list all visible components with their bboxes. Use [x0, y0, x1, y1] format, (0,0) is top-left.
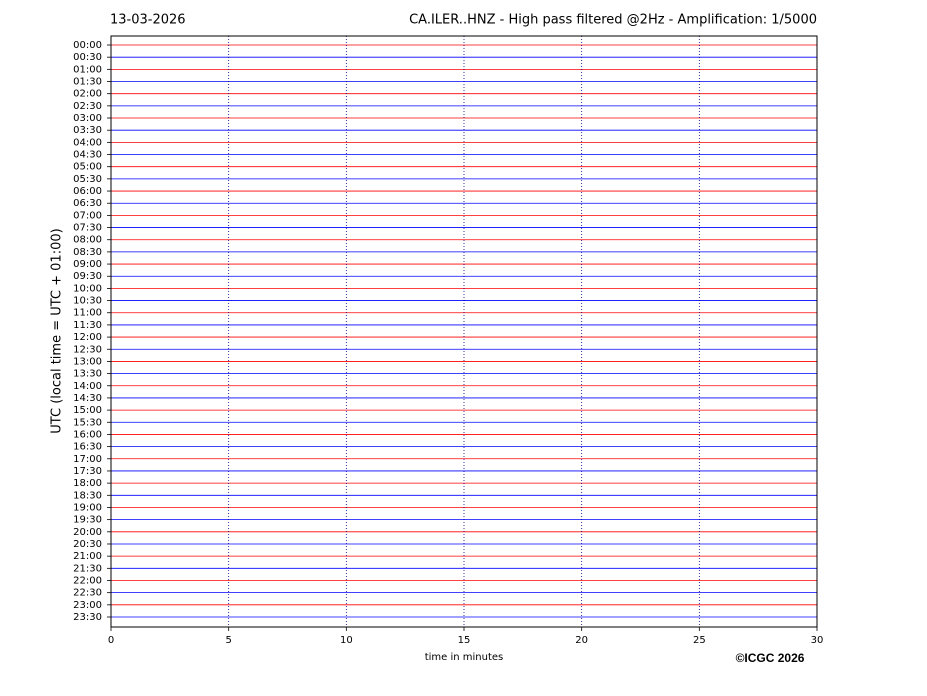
y-tick-label: 01:30: [73, 77, 102, 88]
y-tick-label: 08:30: [73, 247, 102, 258]
y-tick-label: 00:00: [73, 40, 102, 51]
y-tick-label: 22:30: [73, 588, 102, 599]
y-tick-label: 01:00: [73, 64, 102, 75]
y-tick-label: 14:30: [73, 393, 102, 404]
x-tick-label: 10: [340, 635, 353, 646]
y-tick-label: 23:30: [73, 612, 102, 623]
y-tick-label: 11:30: [73, 320, 102, 331]
credit: ©ICGC 2026: [736, 651, 805, 665]
y-tick-label: 12:30: [73, 344, 102, 355]
y-tick-label: 02:00: [73, 89, 102, 100]
y-tick-label: 06:00: [73, 186, 102, 197]
y-tick-label: 11:00: [73, 308, 102, 319]
y-tick-label: 03:00: [73, 113, 102, 124]
chart-title: CA.ILER..HNZ - High pass filtered @2Hz -…: [409, 13, 817, 28]
y-tick-label: 14:00: [73, 381, 102, 392]
y-tick-label: 23:00: [73, 600, 102, 611]
x-tick-label: 30: [811, 635, 824, 646]
y-tick-label: 19:00: [73, 502, 102, 513]
y-tick-label: 08:00: [73, 235, 102, 246]
y-tick-label: 09:00: [73, 259, 102, 270]
x-tick-label: 0: [108, 635, 114, 646]
x-axis-label: time in minutes: [425, 652, 504, 663]
date: 13-03-2026: [110, 13, 186, 28]
y-tick-label: 15:00: [73, 405, 102, 416]
y-tick-label: 09:30: [73, 271, 102, 282]
y-tick-label: 10:00: [73, 283, 102, 294]
plot-frame: [110, 35, 818, 628]
y-tick-label: 10:30: [73, 296, 102, 307]
y-tick-label: 02:30: [73, 101, 102, 112]
y-tick-label: 13:30: [73, 369, 102, 380]
y-tick-label: 17:00: [73, 454, 102, 465]
y-axis-label: UTC (local time = UTC + 01:00): [50, 228, 65, 433]
y-tick-label: 20:30: [73, 539, 102, 550]
y-tick-label: 18:00: [73, 478, 102, 489]
y-tick-label: 18:30: [73, 490, 102, 501]
y-tick-label: 00:30: [73, 52, 102, 63]
y-tick-label: 22:00: [73, 575, 102, 586]
y-tick-label: 05:30: [73, 174, 102, 185]
y-tick-label: 15:30: [73, 417, 102, 428]
y-tick-label: 21:30: [73, 563, 102, 574]
y-tick-label: 04:00: [73, 137, 102, 148]
y-tick-label: 21:00: [73, 551, 102, 562]
y-tick-label: 07:30: [73, 223, 102, 234]
y-tick-label: 03:30: [73, 125, 102, 136]
y-tick-label: 13:00: [73, 356, 102, 367]
y-tick-label: 12:00: [73, 332, 102, 343]
y-tick-label: 17:30: [73, 466, 102, 477]
x-tick-label: 15: [458, 635, 471, 646]
y-tick-label: 16:30: [73, 442, 102, 453]
y-tick-label: 20:00: [73, 527, 102, 538]
y-tick-label: 05:00: [73, 162, 102, 173]
y-tick-label: 04:30: [73, 150, 102, 161]
y-tick-label: 19:30: [73, 515, 102, 526]
x-tick-label: 20: [575, 635, 588, 646]
x-tick-label: 25: [693, 635, 706, 646]
x-tick-label: 5: [225, 635, 231, 646]
y-tick-label: 16:00: [73, 429, 102, 440]
y-tick-label: 07:00: [73, 210, 102, 221]
y-tick-label: 06:30: [73, 198, 102, 209]
